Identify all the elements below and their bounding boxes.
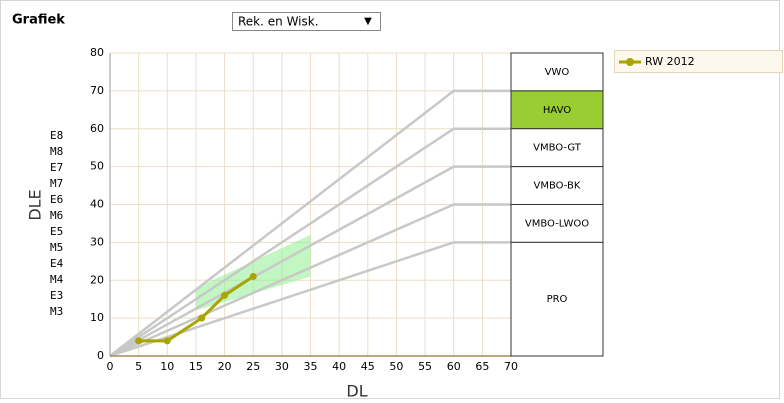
- series-marker: [163, 337, 171, 345]
- level-box: [510, 166, 604, 205]
- legend-label: RW 2012: [645, 55, 695, 68]
- y-tick-label: 0: [97, 349, 104, 362]
- x-tick-label: 25: [246, 360, 260, 373]
- y-tick-label: 40: [90, 198, 104, 211]
- y-tick-label: 10: [90, 311, 104, 324]
- y-axis-label: DLE: [26, 189, 45, 220]
- x-tick-label: 60: [447, 360, 461, 373]
- reference-line: [109, 127, 511, 358]
- reference-line: [109, 203, 511, 358]
- level-label: HAVO: [543, 105, 571, 116]
- level-label: VMBO-LWOO: [525, 218, 589, 229]
- x-tick-label: 55: [418, 360, 432, 373]
- dropdown-value[interactable]: Rek. en Wisk.: [238, 15, 319, 29]
- reference-line: [109, 241, 511, 358]
- level-label: VMBO-GT: [533, 143, 582, 154]
- x-tick-label: 50: [389, 360, 403, 373]
- x-axis-label: DL: [346, 382, 367, 401]
- grade-label: E3: [50, 289, 63, 302]
- x-tick-label: 35: [304, 360, 318, 373]
- level-label: PRO: [547, 294, 568, 305]
- reference-line: [109, 89, 511, 357]
- x-tick-label: 20: [218, 360, 232, 373]
- y-tick-label: 20: [90, 273, 104, 286]
- x-tick-label: 70: [504, 360, 518, 373]
- header-title: Grafiek: [12, 13, 65, 28]
- dropdown-arrow[interactable]: ▼: [364, 16, 372, 27]
- series-marker: [221, 291, 229, 299]
- grade-label: E8: [50, 129, 63, 142]
- grade-label: M8: [50, 145, 63, 158]
- x-tick-label: 5: [135, 360, 142, 373]
- legend-box: [614, 50, 783, 73]
- level-label: VWO: [545, 67, 570, 78]
- grade-label: M4: [50, 273, 64, 286]
- y-tick-label: 30: [90, 235, 104, 248]
- x-tick-label: 0: [107, 360, 114, 373]
- y-tick-label: 50: [90, 160, 104, 173]
- x-tick-label: 15: [189, 360, 203, 373]
- grade-label: E4: [50, 257, 64, 270]
- dropdown[interactable]: Rek. en Wisk. ▼: [232, 12, 381, 31]
- grade-label: E7: [50, 161, 63, 174]
- level-label: VMBO-BK: [534, 181, 581, 192]
- x-tick-label: 10: [160, 360, 174, 373]
- level-box: [510, 204, 604, 243]
- grade-label: M6: [50, 209, 63, 222]
- grade-label: M3: [50, 305, 63, 318]
- level-box: [510, 241, 604, 357]
- x-tick-label: 40: [332, 360, 346, 373]
- x-tick-label: 45: [361, 360, 375, 373]
- grade-label: M7: [50, 177, 63, 190]
- legend-marker: [626, 58, 634, 66]
- series-marker: [135, 337, 143, 345]
- level-box: [510, 90, 604, 130]
- x-tick-label: 30: [275, 360, 289, 373]
- series-marker: [249, 272, 257, 280]
- x-tick-label: 65: [475, 360, 489, 373]
- grade-label: E6: [50, 193, 63, 206]
- grade-label: E5: [50, 225, 63, 238]
- level-box: [510, 52, 604, 92]
- y-tick-label: 70: [90, 84, 104, 97]
- y-tick-label: 60: [90, 122, 104, 135]
- y-tick-label: 80: [90, 46, 104, 59]
- series-marker: [198, 314, 206, 322]
- grade-label: M5: [50, 241, 63, 254]
- dropdown-box[interactable]: [232, 12, 381, 31]
